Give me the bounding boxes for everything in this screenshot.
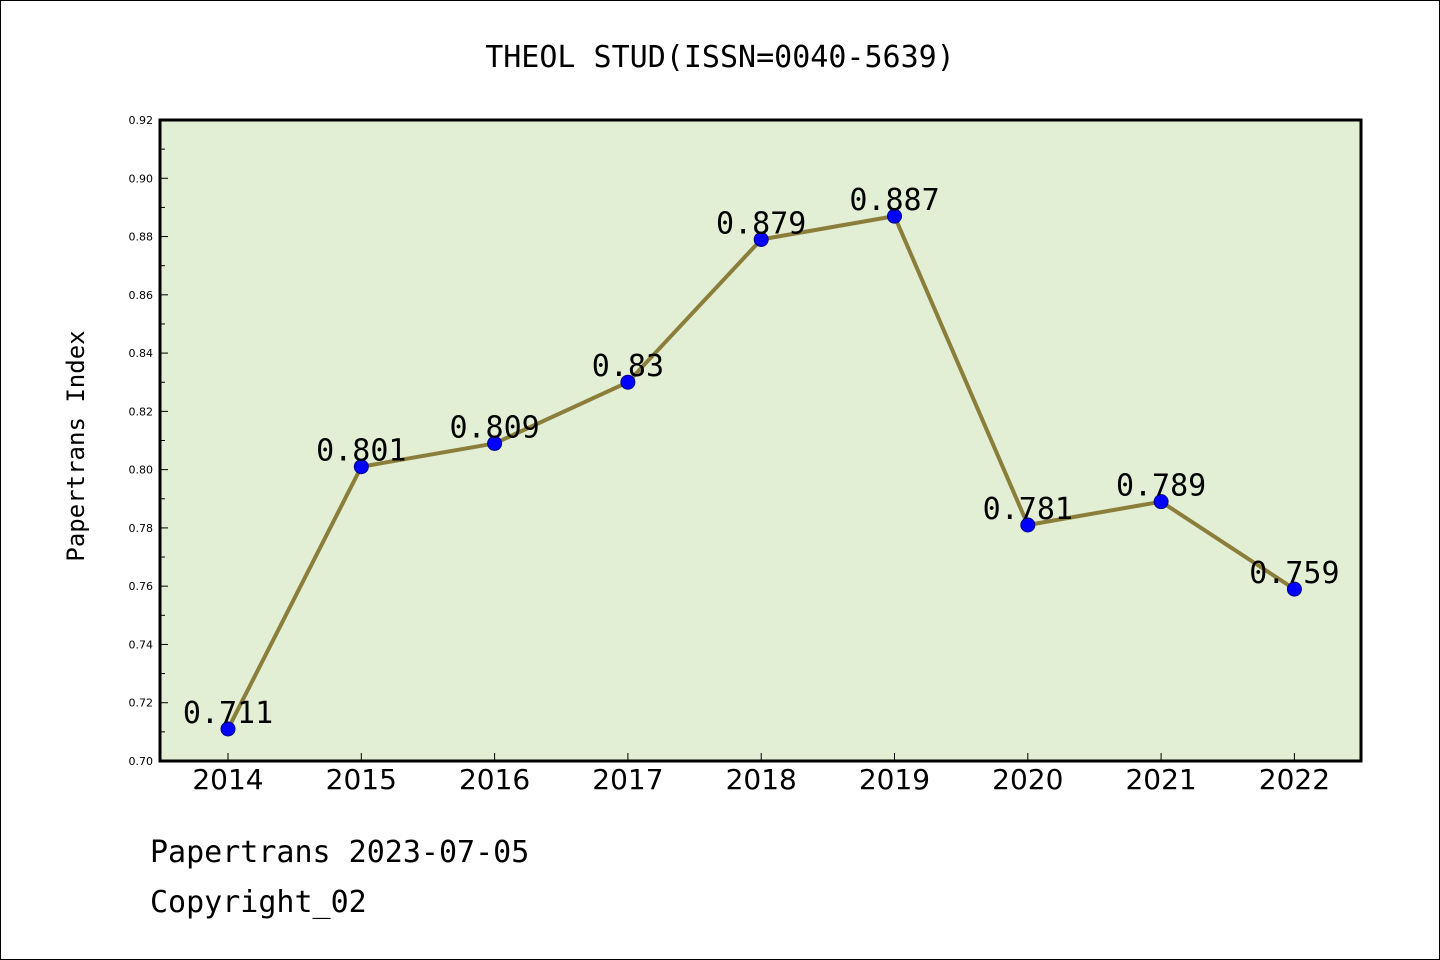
chart-title: THEOL STUD(ISSN=0040-5639) (485, 40, 955, 75)
data-label-2015: 0.801 (316, 434, 406, 469)
x-tick-label: 2014 (192, 763, 263, 796)
data-markers (220, 208, 1302, 737)
data-point-2014 (220, 721, 236, 737)
x-tick-label: 2021 (1125, 763, 1196, 796)
data-point-2018 (753, 231, 769, 247)
data-label-2019: 0.887 (849, 183, 939, 218)
x-tick-label: 2017 (592, 763, 663, 796)
x-axis: 2014 2015 2016 2017 2018 2019 2020 2021 2022 (192, 753, 1330, 796)
y-tick-label: 0.88 (129, 231, 154, 244)
data-point-2020 (1020, 517, 1036, 533)
footer-copyright: Copyright_02 (150, 885, 367, 920)
y-tick-label: 0.74 (129, 638, 154, 651)
data-point-2022 (1286, 581, 1302, 597)
y-tick-label: 0.84 (129, 347, 154, 360)
y-axis-label: Papertrans Index (62, 330, 90, 561)
data-point-2015 (353, 459, 369, 475)
footer-date: Papertrans 2023-07-05 (150, 835, 530, 870)
data-point-2021 (1153, 494, 1169, 510)
y-axis: 0.70 0.72 0.74 0.76 0.78 0.80 0.82 0.84 0.86 0.88… (129, 114, 168, 768)
y-tick-label: 0.90 (129, 172, 154, 185)
x-tick-label: 2016 (459, 763, 530, 796)
y-tick-label: 0.72 (129, 697, 154, 710)
data-label-2018: 0.879 (716, 206, 806, 241)
data-label-2017: 0.83 (592, 349, 664, 384)
y-tick-label: 0.92 (129, 114, 154, 127)
data-point-2016 (487, 435, 503, 451)
data-point-2017 (620, 374, 636, 390)
data-label-2021: 0.789 (1116, 469, 1206, 504)
data-labels: 0.711 0.801 0.809 0.83 0.879 0.887 0.781 0.789 0… (183, 183, 1340, 731)
x-tick-label: 2020 (992, 763, 1063, 796)
x-tick-label: 2019 (859, 763, 930, 796)
y-tick-label: 0.80 (129, 464, 154, 477)
x-tick-label: 2015 (326, 763, 397, 796)
x-tick-label: 2022 (1259, 763, 1330, 796)
y-tick-label: 0.82 (129, 405, 154, 418)
y-tick-label: 0.70 (129, 755, 154, 768)
x-tick-label: 2018 (726, 763, 797, 796)
plot-area (160, 120, 1361, 761)
data-label-2016: 0.809 (449, 410, 539, 445)
data-label-2020: 0.781 (983, 492, 1073, 527)
y-tick-label: 0.86 (129, 289, 154, 302)
data-label-2014: 0.711 (183, 696, 273, 731)
data-point-2019 (887, 208, 902, 224)
data-label-2022: 0.759 (1249, 556, 1339, 591)
y-tick-label: 0.76 (129, 580, 154, 593)
plot-border (158, 118, 1363, 763)
y-tick-label: 0.78 (129, 522, 154, 535)
